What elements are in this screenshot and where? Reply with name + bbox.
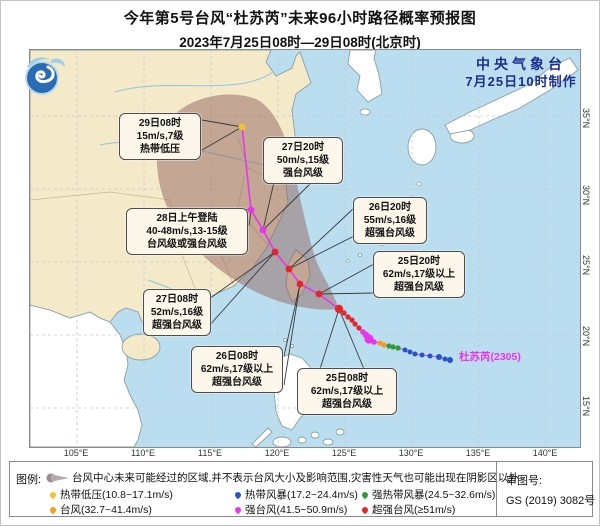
track-point	[238, 123, 246, 131]
island-hainan	[121, 333, 161, 361]
track-point	[271, 248, 279, 256]
ts-dot-icon	[233, 490, 243, 500]
track-point	[381, 342, 387, 348]
track-point	[386, 343, 392, 349]
lon-tick-140e: 140°E	[532, 448, 558, 458]
track-point	[377, 340, 383, 346]
track-point	[427, 353, 433, 359]
track-point	[402, 347, 408, 353]
legend-item-typhoon: 台风(32.7~41.4m/s)	[48, 502, 152, 517]
lon-tick-130e: 130°E	[398, 448, 424, 458]
track-point	[447, 357, 453, 363]
super-ty-dot-icon	[360, 505, 370, 515]
track-point	[371, 339, 377, 345]
agency-name: 中央气象台	[476, 56, 566, 72]
track-point	[345, 314, 351, 320]
track-point	[259, 226, 267, 234]
lat-tick-15n: 15°N	[581, 395, 591, 417]
lat-tick-35n: 35°N	[581, 107, 591, 129]
island-honshu	[444, 57, 579, 135]
title-block: 今年第5号台风“杜苏芮”未来96小时路径概率预报图 2023年7月25日08时—…	[1, 7, 599, 51]
callout-25d20h: 25日20时 62m/s,17级以上 超强台风级	[373, 251, 465, 298]
review-value: GS (2019) 3082号	[506, 495, 596, 507]
map-review-number: 审图号: GS (2019) 3082号	[496, 462, 596, 516]
lon-tick-115e: 115°E	[198, 448, 222, 458]
page-subtitle: 2023年7月25日08时—29日08时(北京时)	[179, 35, 421, 50]
lat-tick-30n: 30°N	[581, 184, 591, 206]
callout-28d-landfall: 28日上午登陆 40-48m/s,13-15级 台风级或强台风级	[126, 208, 248, 255]
legend-item-severe-tropical-storm: 强热带风暴(24.5~32.6m/s)	[360, 487, 495, 502]
legend: 图例: 台风中心未来可能经过的区域,并不表示台风大小及影响范围,灾害性天气也可能…	[9, 461, 596, 517]
track-point	[390, 344, 396, 350]
cone-legend-icon	[46, 471, 70, 489]
track-point	[296, 280, 304, 288]
probability-cone	[156, 94, 339, 310]
lon-tick-120e: 120°E	[264, 448, 290, 458]
lon-tick-125e: 125°E	[331, 448, 357, 458]
legend-title: 图例:	[16, 474, 42, 486]
track-point	[356, 325, 362, 331]
page-title: 今年第5号台风“杜苏芮”未来96小时路径概率预报图	[123, 10, 477, 27]
legend-item-severe-typhoon: 强台风(41.5~50.9m/s)	[233, 502, 347, 517]
lon-tick-110e: 110°E	[131, 448, 155, 458]
track-polyline	[241, 126, 340, 310]
track-point	[419, 352, 425, 358]
cma-logo-icon	[21, 53, 67, 99]
callout-26d08h: 26日08时 62m/s,17级以上 超强台风级	[191, 346, 283, 393]
track-point	[285, 265, 293, 273]
legend-item-tropical-depression: 热带低压(10.8~17.1m/s)	[48, 487, 173, 502]
callout-27d20h: 27日20时 50m/s,15级 强台风级	[263, 137, 343, 184]
sty-dot-icon	[233, 505, 243, 515]
review-label: 审图号:	[506, 475, 543, 487]
track-point	[334, 304, 344, 314]
lat-tick-25n: 25°N	[581, 254, 591, 276]
storm-name-label: 杜苏芮(2305)	[459, 351, 521, 363]
island-kyushu	[407, 128, 437, 166]
track-point	[412, 351, 418, 357]
typhoon-track	[238, 123, 453, 363]
legend-item-tropical-storm: 热带风暴(17.2~24.4m/s)	[233, 487, 358, 502]
cone-description: 台风中心未来可能经过的区域,并不表示台风大小及影响范围,灾害性天气也可能出现在阴…	[72, 472, 519, 484]
track-point	[247, 206, 255, 214]
lon-tick-105e: 105°E	[63, 448, 89, 458]
track-point	[436, 354, 442, 360]
ty-dot-icon	[48, 505, 58, 515]
callout-27d08h: 27日08时 52m/s,16级 超强台风级	[143, 289, 211, 336]
lon-tick-135e: 135°E	[465, 448, 491, 458]
track-point	[395, 345, 401, 351]
callout-29d08h: 29日08时 15m/s,7级 热带低压	[119, 113, 201, 160]
track-point	[442, 356, 448, 362]
track-point	[341, 310, 347, 316]
lat-tick-20n: 20°N	[581, 325, 591, 347]
td-dot-icon	[48, 490, 58, 500]
land-korea	[347, 50, 383, 103]
agency-credit: 中央气象台 7月25日10时制作	[456, 56, 586, 90]
track-point	[349, 317, 355, 323]
issue-time: 7月25日10时制作	[465, 74, 577, 89]
callout-25d08h: 25日08时 62m/s,17级以上 超强台风级	[297, 368, 397, 415]
sts-dot-icon	[360, 490, 370, 500]
callout-26d20h: 26日20时 55m/s,16级 超强台风级	[353, 197, 427, 244]
legend-item-super-typhoon: 超强台风(≥51m/s)	[360, 502, 455, 517]
track-point	[315, 290, 323, 298]
track-point	[352, 321, 358, 327]
island-jeju	[359, 108, 371, 116]
track-point	[407, 349, 413, 355]
